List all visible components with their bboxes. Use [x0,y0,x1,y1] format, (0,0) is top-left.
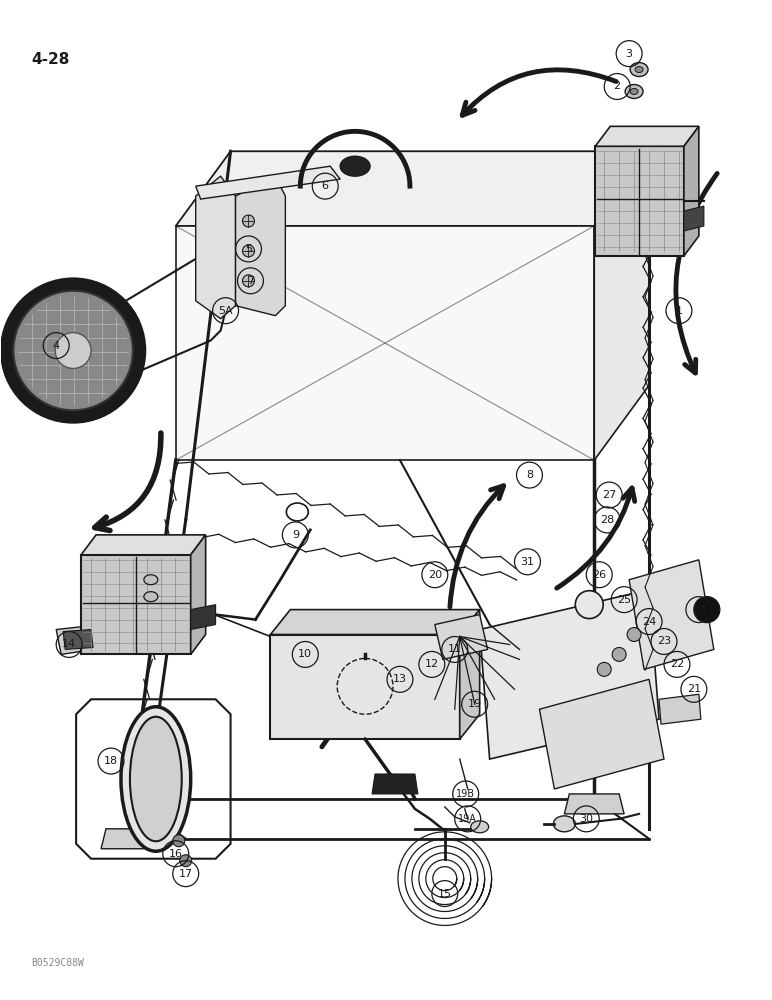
Polygon shape [684,126,699,256]
Circle shape [694,597,720,623]
Text: 21: 21 [687,684,701,694]
Polygon shape [479,590,659,759]
Text: 1: 1 [676,306,682,316]
Ellipse shape [130,717,181,841]
Text: 17: 17 [178,869,193,879]
Circle shape [242,215,255,227]
Circle shape [13,291,133,410]
Circle shape [598,662,611,676]
Polygon shape [270,635,460,739]
Text: 28: 28 [600,515,615,525]
Polygon shape [629,560,714,669]
Polygon shape [659,694,701,724]
Circle shape [575,591,603,619]
Ellipse shape [121,707,191,851]
Text: B0529C88W: B0529C88W [32,958,84,968]
Polygon shape [460,610,479,739]
Text: 3: 3 [625,49,632,59]
Text: 29: 29 [692,605,706,615]
Text: 6: 6 [322,181,329,191]
Polygon shape [684,206,704,231]
Polygon shape [595,126,699,146]
Circle shape [242,245,255,257]
Circle shape [180,855,191,867]
Text: 5: 5 [245,244,252,254]
Text: 10: 10 [298,649,313,659]
Ellipse shape [144,575,157,585]
Polygon shape [195,166,340,199]
Circle shape [612,647,626,661]
Polygon shape [594,151,649,460]
Polygon shape [191,605,215,630]
Polygon shape [564,794,624,814]
Polygon shape [595,146,684,256]
Circle shape [2,279,145,422]
Circle shape [55,333,91,368]
Ellipse shape [630,88,638,94]
Text: 15: 15 [438,889,452,899]
Circle shape [173,835,185,847]
Ellipse shape [340,156,370,176]
Text: 16: 16 [169,849,183,859]
Text: 14: 14 [62,639,76,649]
Text: 30: 30 [579,814,593,824]
Text: 9: 9 [292,530,299,540]
Polygon shape [81,535,205,555]
Polygon shape [176,226,594,460]
Text: 23: 23 [657,636,671,646]
Text: 13: 13 [393,674,407,684]
Text: 4: 4 [52,341,59,351]
Polygon shape [56,625,106,654]
Circle shape [627,628,641,641]
Ellipse shape [144,592,157,602]
Text: 25: 25 [617,595,631,605]
Polygon shape [195,176,235,319]
Text: 31: 31 [520,557,534,567]
Text: 11: 11 [448,644,462,654]
Text: 19B: 19B [456,789,476,799]
Polygon shape [101,829,166,849]
Text: 24: 24 [642,617,656,627]
Polygon shape [176,151,649,226]
Text: 18: 18 [104,756,118,766]
Text: 7: 7 [247,276,254,286]
Circle shape [242,275,255,287]
Text: 4-28: 4-28 [32,52,69,67]
Polygon shape [81,555,191,654]
Polygon shape [191,535,205,654]
Polygon shape [435,615,488,659]
Polygon shape [270,610,479,635]
Ellipse shape [471,821,489,833]
Text: 12: 12 [425,659,439,669]
Text: 22: 22 [670,659,684,669]
Text: 2: 2 [614,81,621,91]
Ellipse shape [635,67,643,73]
Ellipse shape [554,816,575,832]
Polygon shape [63,630,93,649]
Polygon shape [235,176,286,316]
Ellipse shape [630,63,648,77]
Text: 19A: 19A [459,814,477,824]
Text: 19: 19 [468,699,482,709]
Text: 5A: 5A [218,306,233,316]
Text: 8: 8 [526,470,533,480]
Polygon shape [540,679,664,789]
Text: 26: 26 [592,570,606,580]
Ellipse shape [625,85,643,98]
Text: 27: 27 [602,490,616,500]
Polygon shape [372,774,418,794]
Text: 20: 20 [428,570,442,580]
